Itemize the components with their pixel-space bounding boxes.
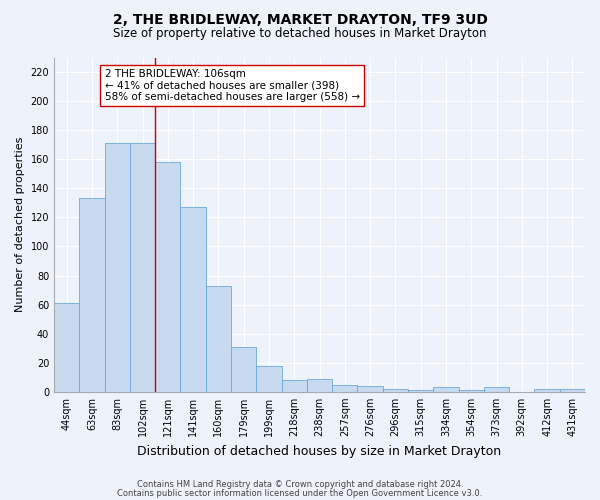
Text: 2, THE BRIDLEWAY, MARKET DRAYTON, TF9 3UD: 2, THE BRIDLEWAY, MARKET DRAYTON, TF9 3U… (113, 12, 487, 26)
Bar (458, 390, 484, 392)
Y-axis label: Number of detached properties: Number of detached properties (15, 137, 25, 312)
Bar (408, 390, 433, 392)
Bar (231, 346, 256, 392)
Bar (104, 144, 130, 392)
Bar (560, 389, 585, 392)
Bar (54, 303, 79, 392)
Bar (130, 144, 155, 392)
Bar (433, 388, 458, 392)
X-axis label: Distribution of detached houses by size in Market Drayton: Distribution of detached houses by size … (137, 444, 502, 458)
Text: Size of property relative to detached houses in Market Drayton: Size of property relative to detached ho… (113, 28, 487, 40)
Bar (155, 162, 181, 392)
Bar (307, 378, 332, 392)
Bar (256, 366, 281, 392)
Text: Contains public sector information licensed under the Open Government Licence v3: Contains public sector information licen… (118, 488, 482, 498)
Bar (79, 198, 104, 392)
Text: 2 THE BRIDLEWAY: 106sqm
← 41% of detached houses are smaller (398)
58% of semi-d: 2 THE BRIDLEWAY: 106sqm ← 41% of detache… (104, 69, 360, 102)
Bar (383, 389, 408, 392)
Bar (206, 286, 231, 392)
Bar (358, 386, 383, 392)
Text: Contains HM Land Registry data © Crown copyright and database right 2024.: Contains HM Land Registry data © Crown c… (137, 480, 463, 489)
Bar (332, 384, 358, 392)
Bar (281, 380, 307, 392)
Bar (181, 207, 206, 392)
Bar (484, 388, 509, 392)
Bar (535, 389, 560, 392)
